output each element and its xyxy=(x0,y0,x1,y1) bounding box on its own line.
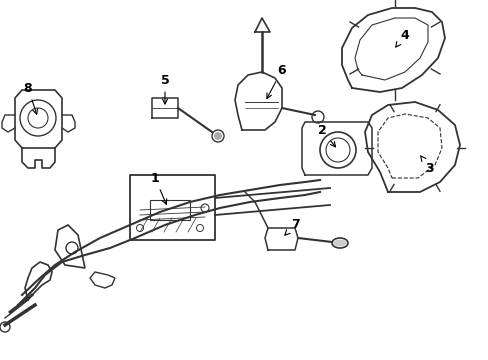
Text: 1: 1 xyxy=(150,171,166,204)
Text: 3: 3 xyxy=(420,156,433,175)
Circle shape xyxy=(214,132,222,140)
Text: 8: 8 xyxy=(23,81,38,114)
Text: 6: 6 xyxy=(266,63,286,98)
Text: 7: 7 xyxy=(285,219,299,235)
Ellipse shape xyxy=(333,239,346,247)
Bar xyxy=(150,200,190,220)
Text: 5: 5 xyxy=(160,73,169,104)
Text: 2: 2 xyxy=(317,123,335,147)
Text: 4: 4 xyxy=(395,28,408,47)
